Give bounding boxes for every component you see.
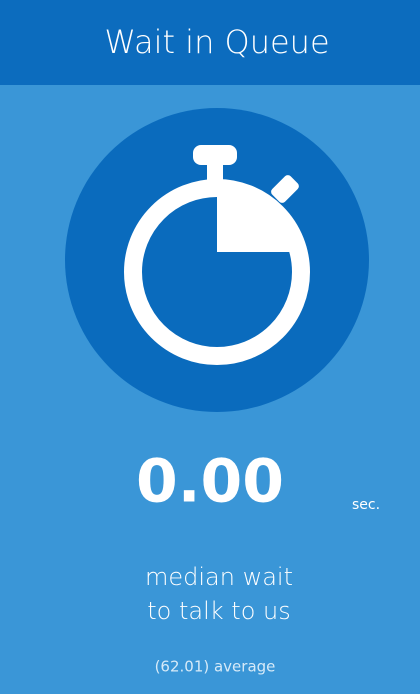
stopwatch-button (193, 145, 237, 165)
header-bar (0, 0, 420, 85)
stopwatch-side-button (271, 175, 299, 203)
header-title: Wait in Queue (104, 23, 329, 61)
caption-line: median wait (145, 563, 293, 591)
stopwatch-icon (65, 108, 369, 412)
caption-line: to talk to us (147, 597, 290, 625)
stopwatch-stem (207, 160, 223, 182)
stat-value: 0.00 (136, 447, 284, 517)
stat-unit: sec. (352, 497, 380, 513)
footnote: (62.01) average (155, 658, 276, 676)
stopwatch-wedge (217, 195, 293, 252)
stopwatch-ring (124, 179, 310, 365)
